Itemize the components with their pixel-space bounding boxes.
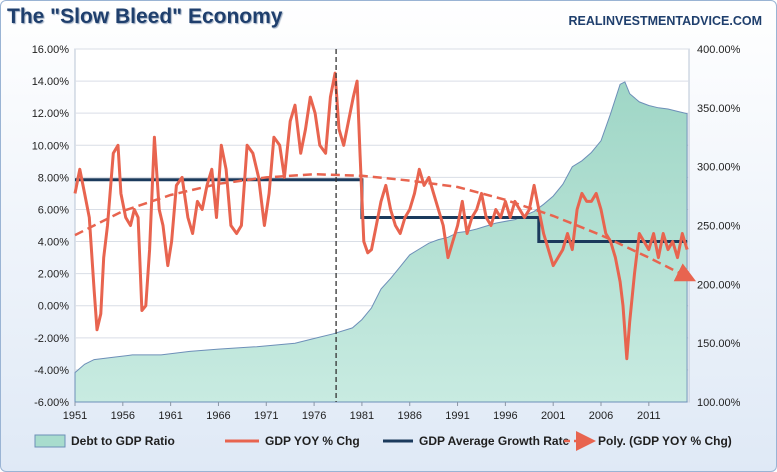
debt-to-gdp-area	[74, 81, 688, 403]
left-tick-label: 14.00%	[32, 76, 70, 88]
x-tick-label: 1991	[445, 410, 469, 422]
right-tick-label: 100.00%	[697, 397, 741, 409]
right-tick-label: 400.00%	[697, 44, 741, 56]
x-tick-label: 2006	[589, 410, 613, 422]
legend-swatch-debt	[34, 434, 66, 448]
x-tick-label: 1996	[493, 410, 517, 422]
left-tick-label: -4.00%	[34, 365, 69, 377]
x-tick-label: 1971	[254, 410, 278, 422]
x-tick-label: 1981	[350, 410, 374, 422]
right-tick-label: 200.00%	[697, 279, 741, 291]
left-tick-label: 10.00%	[32, 140, 70, 152]
legend-label: GDP Average Growth Rate	[419, 434, 570, 448]
legend: Debt to GDP Ratio GDP YOY % Chg GDP Averag…	[34, 431, 732, 451]
right-tick-label: 150.00%	[697, 338, 741, 350]
x-tick-label: 2001	[541, 410, 565, 422]
left-tick-label: 4.00%	[38, 237, 69, 249]
debt-area-layer	[74, 81, 688, 403]
x-tick-label: 1966	[206, 410, 230, 422]
left-axis-ticks: 16.00% 14.00% 12.00% 10.00% 8.00% 6.00% 4.00% 2…	[32, 44, 70, 409]
legend-label: Poly. (GDP YOY % Chg)	[598, 434, 732, 448]
gdp-average-growth-line	[75, 178, 688, 243]
gdp-line-layer	[73, 71, 689, 361]
legend-label: GDP YOY % Chg	[265, 434, 360, 448]
right-tick-label: 350.00%	[697, 103, 741, 115]
left-tick-label: -2.00%	[34, 333, 69, 345]
left-tick-label: 6.00%	[38, 204, 69, 216]
x-tick-label: 1976	[302, 410, 326, 422]
x-tick-label: 1986	[397, 410, 421, 422]
right-tick-label: 250.00%	[697, 221, 741, 233]
right-tick-label: 300.00%	[697, 162, 741, 174]
avg-growth-layer	[75, 178, 688, 243]
left-tick-label: -6.00%	[34, 397, 69, 409]
left-tick-label: 12.00%	[32, 108, 70, 120]
poly-trend-line	[74, 172, 697, 282]
x-tick-label: 1961	[158, 410, 182, 422]
left-tick-label: 2.00%	[38, 269, 69, 281]
left-tick-label: 0.00%	[38, 301, 69, 313]
x-tick-label: 1951	[63, 410, 87, 422]
brand-label: REALINVESTMENTADVICE.COM	[568, 14, 762, 28]
legend-label: Debt to GDP Ratio	[71, 434, 175, 448]
left-tick-label: 16.00%	[32, 44, 70, 56]
left-tick-label: 8.00%	[38, 172, 69, 184]
x-tick-label: 2011	[637, 410, 661, 422]
poly-trend-layer	[74, 172, 697, 282]
x-axis-ticks: 1951 1956 1961 1966 1971 1976 1981 1986 1991 1996…	[63, 402, 661, 422]
gdp-yoy-line	[73, 71, 689, 361]
chart-title: The "Slow Bleed" Economy	[7, 5, 283, 28]
x-tick-label: 1956	[111, 410, 135, 422]
right-axis-ticks: 400.00% 350.00% 300.00% 250.00% 200.00% 150.0…	[697, 44, 741, 409]
